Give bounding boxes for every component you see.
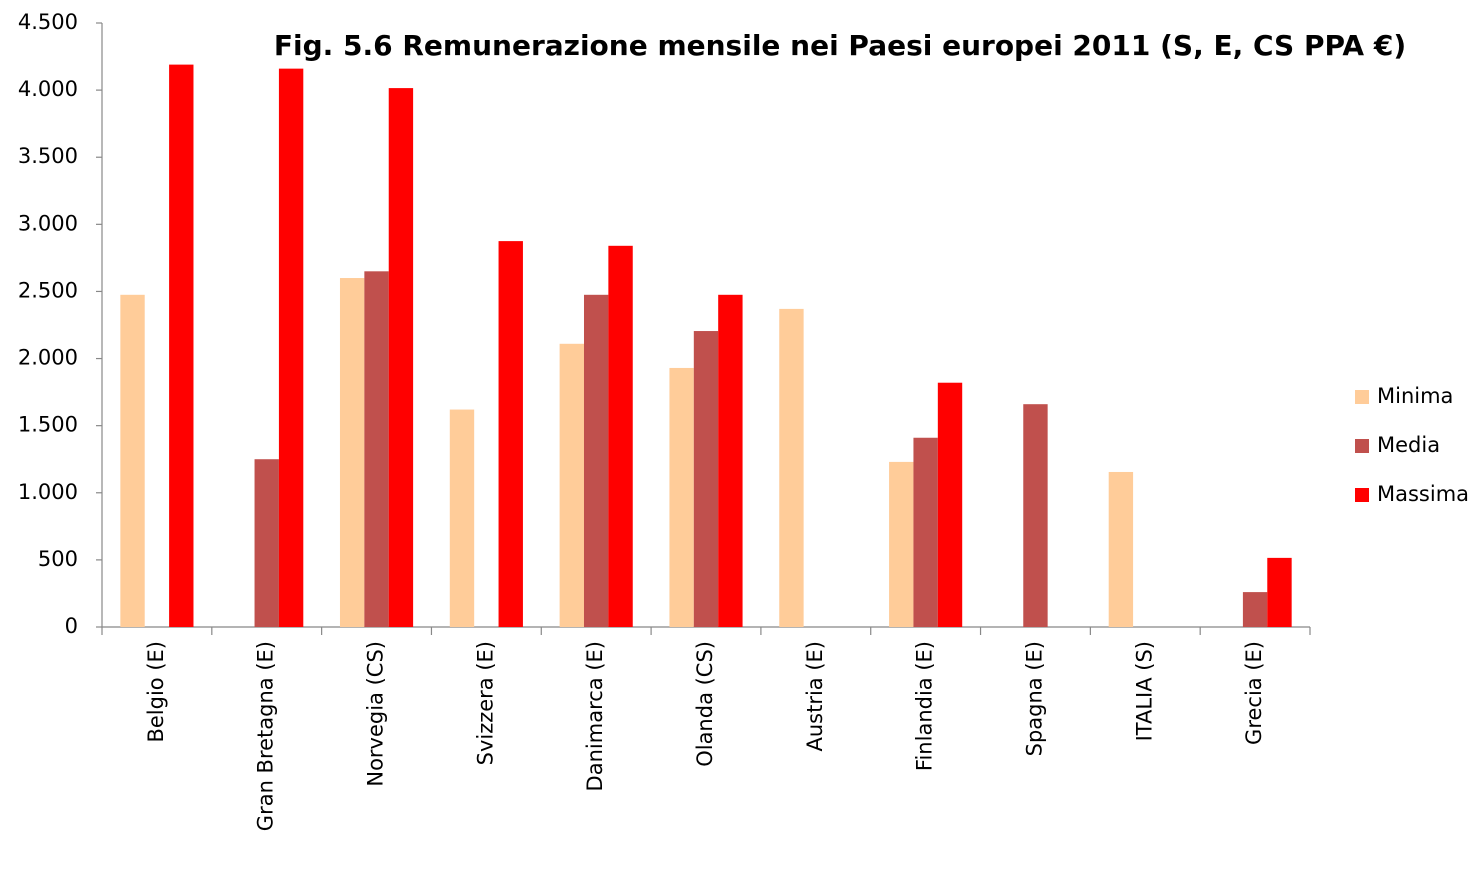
- legend-label: Massima: [1377, 482, 1469, 506]
- y-tick-label: 2.000: [18, 346, 78, 370]
- x-tick-label: Norvegia (CS): [364, 641, 388, 787]
- bar: [1108, 471, 1134, 627]
- bar: [1267, 557, 1292, 627]
- bar: [498, 241, 523, 627]
- bar: [278, 68, 304, 627]
- bar: [937, 382, 963, 627]
- y-tick-label: 3.500: [18, 144, 78, 168]
- bar: [913, 437, 938, 627]
- bar: [583, 294, 609, 627]
- bar: [339, 278, 365, 627]
- bar: [388, 88, 414, 627]
- y-tick-label: 4.500: [18, 10, 78, 34]
- y-tick-label: 4.000: [18, 77, 78, 101]
- x-tick-label: Spagna (E): [1022, 641, 1046, 756]
- bar: [779, 308, 804, 627]
- bar: [559, 343, 584, 627]
- bar: [449, 409, 475, 627]
- bar: [693, 331, 719, 627]
- chart-title: Fig. 5.6 Remunerazione mensile nei Paesi…: [274, 29, 1406, 62]
- x-tick-label: ITALIA (S): [1132, 641, 1156, 741]
- bar: [364, 271, 389, 627]
- bar: [669, 367, 694, 627]
- bar: [889, 461, 914, 627]
- y-tick-label: 3.000: [18, 211, 78, 235]
- x-tick-label: Olanda (CS): [693, 641, 717, 767]
- bar: [120, 294, 145, 627]
- x-tick-label: Danimarca (E): [583, 641, 607, 791]
- x-tick-label: Finlandia (E): [913, 641, 937, 771]
- legend-swatch: [1355, 439, 1369, 453]
- x-tick-label: Gran Bretagna (E): [254, 641, 278, 831]
- legend-swatch: [1355, 488, 1369, 502]
- x-tick-label: Belgio (E): [144, 641, 168, 743]
- bar: [718, 294, 743, 627]
- bar: [169, 64, 194, 627]
- y-tick-label: 1.500: [18, 413, 78, 437]
- y-tick-label: 1.000: [18, 480, 78, 504]
- y-tick-label: 2.500: [18, 278, 78, 302]
- x-tick-label: Grecia (E): [1242, 641, 1266, 745]
- bar: [608, 245, 633, 627]
- x-tick-label: Austria (E): [803, 641, 827, 752]
- y-tick-label: 500: [38, 547, 78, 571]
- bar: [1242, 592, 1268, 627]
- y-tick-label: 0: [65, 614, 78, 638]
- legend-swatch: [1355, 390, 1369, 404]
- legend-label: Minima: [1377, 384, 1453, 408]
- x-tick-label: Svizzera (E): [473, 641, 497, 765]
- legend-label: Media: [1377, 433, 1440, 457]
- bar: [254, 459, 279, 627]
- bar: [1023, 404, 1048, 627]
